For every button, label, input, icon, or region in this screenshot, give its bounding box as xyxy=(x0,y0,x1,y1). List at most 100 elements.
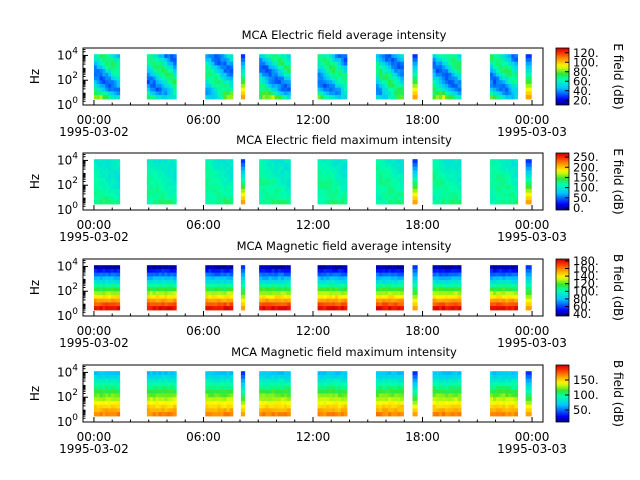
spectrogram-cell xyxy=(379,54,383,59)
spectrogram-cell xyxy=(525,91,529,96)
spectrogram-cell xyxy=(211,272,216,277)
spectrogram-cell xyxy=(226,54,231,59)
spectrogram-cell xyxy=(508,287,512,292)
spectrogram-cell xyxy=(508,170,512,175)
spectrogram-cell xyxy=(110,400,115,406)
spectrogram-cell xyxy=(496,371,500,376)
spectrogram-cell xyxy=(329,200,333,205)
spectrogram-cell xyxy=(173,200,177,205)
spectrogram-cell xyxy=(287,374,291,380)
spectrogram-cell xyxy=(432,192,437,197)
spectrogram-cell xyxy=(379,408,383,413)
spectrogram-cell xyxy=(220,54,225,59)
x-tick-label: 12:00 xyxy=(296,324,331,338)
spectrogram-cell xyxy=(265,162,270,168)
spectrogram-cell xyxy=(388,374,392,380)
spectrogram-cell xyxy=(108,159,112,164)
spectrogram-cell xyxy=(382,61,386,66)
spectrogram-cell xyxy=(511,87,515,92)
spectrogram-cell xyxy=(265,192,270,197)
spectrogram-cell xyxy=(505,170,509,175)
x-tick-label: 00:00 xyxy=(77,324,112,338)
spectrogram-cell xyxy=(438,83,443,89)
spectrogram-cell xyxy=(93,302,98,307)
spectrogram-cell xyxy=(149,80,154,85)
spectrogram-cell xyxy=(105,412,109,417)
spectrogram-cell xyxy=(502,276,506,281)
spectrogram-cell xyxy=(435,166,440,171)
spectrogram-cell xyxy=(146,95,151,100)
spectrogram-cell xyxy=(274,170,279,175)
spectrogram-cell xyxy=(445,54,449,59)
spectrogram-cell xyxy=(340,294,345,300)
spectrogram-cell xyxy=(502,65,506,70)
panel-3: MCA Magnetic field average intensity1001… xyxy=(28,239,625,350)
spectrogram-cell xyxy=(96,268,101,274)
spectrogram-cell xyxy=(173,272,177,277)
spectrogram-cell xyxy=(525,69,529,74)
spectrogram-cell xyxy=(240,72,246,78)
spectrogram-cell xyxy=(323,83,327,89)
spectrogram-cell xyxy=(265,397,270,402)
spectrogram-cell xyxy=(451,87,456,92)
spectrogram-cell xyxy=(320,287,324,292)
spectrogram-cell xyxy=(412,291,416,296)
x-date-label: 1995-03-02 xyxy=(59,125,129,139)
spectrogram-cell xyxy=(170,65,174,70)
x-date-label: 1995-03-03 xyxy=(497,230,567,244)
spectrogram-cell xyxy=(167,287,171,292)
spectrogram-cell xyxy=(454,280,459,285)
spectrogram-cell xyxy=(332,371,336,376)
spectrogram-cell xyxy=(400,185,404,190)
spectrogram-cell xyxy=(280,408,285,413)
spectrogram-cell xyxy=(317,287,322,292)
spectrogram-cell xyxy=(320,174,324,179)
spectrogram-cell xyxy=(496,280,500,285)
spectrogram-cell xyxy=(287,408,291,413)
spectrogram-cell xyxy=(229,200,234,205)
spectrogram-cell xyxy=(508,272,512,277)
spectrogram-cell xyxy=(265,389,270,395)
colorbar-tick-label: 100. xyxy=(573,55,599,69)
spectrogram-cell xyxy=(388,280,392,285)
spectrogram-cell xyxy=(511,159,515,164)
spectrogram-cell xyxy=(211,54,216,59)
spectrogram-cell xyxy=(208,268,212,274)
spectrogram-cell xyxy=(338,83,342,89)
spectrogram-cell xyxy=(265,65,270,70)
spectrogram-cell xyxy=(391,185,395,190)
spectrogram-cell xyxy=(277,393,282,398)
spectrogram-cell xyxy=(388,283,392,289)
spectrogram-cell xyxy=(220,404,225,409)
spectrogram-cell xyxy=(158,54,163,59)
spectrogram-cell xyxy=(391,389,395,395)
spectrogram-cell xyxy=(343,170,348,175)
spectrogram-cell xyxy=(229,389,234,395)
spectrogram-cell xyxy=(211,91,216,96)
spectrogram-cell xyxy=(240,65,246,70)
spectrogram-cell xyxy=(220,276,225,281)
spectrogram-cell xyxy=(441,272,446,277)
spectrogram-cell xyxy=(340,72,345,78)
spectrogram-cell xyxy=(502,69,506,74)
spectrogram-cell xyxy=(502,287,506,292)
spectrogram-cell xyxy=(394,386,398,391)
spectrogram-cell xyxy=(287,280,291,285)
spectrogram-cell xyxy=(320,389,324,395)
spectrogram-cell xyxy=(317,393,322,398)
spectrogram-cell xyxy=(105,159,109,164)
spectrogram-cell xyxy=(96,408,101,413)
spectrogram-cell xyxy=(287,65,291,70)
spectrogram-cell xyxy=(441,397,446,402)
spectrogram-cell xyxy=(340,378,345,383)
spectrogram-cell xyxy=(391,177,395,183)
y-tick-label: 102 xyxy=(57,71,78,87)
spectrogram-cell xyxy=(445,268,449,274)
spectrogram-cell xyxy=(170,69,174,74)
spectrogram-cell xyxy=(505,386,509,391)
spectrogram-cell xyxy=(96,280,101,285)
spectrogram-cell xyxy=(155,196,160,201)
spectrogram-cell xyxy=(229,374,234,380)
spectrogram-cell xyxy=(161,200,166,205)
spectrogram-cell xyxy=(340,91,345,96)
